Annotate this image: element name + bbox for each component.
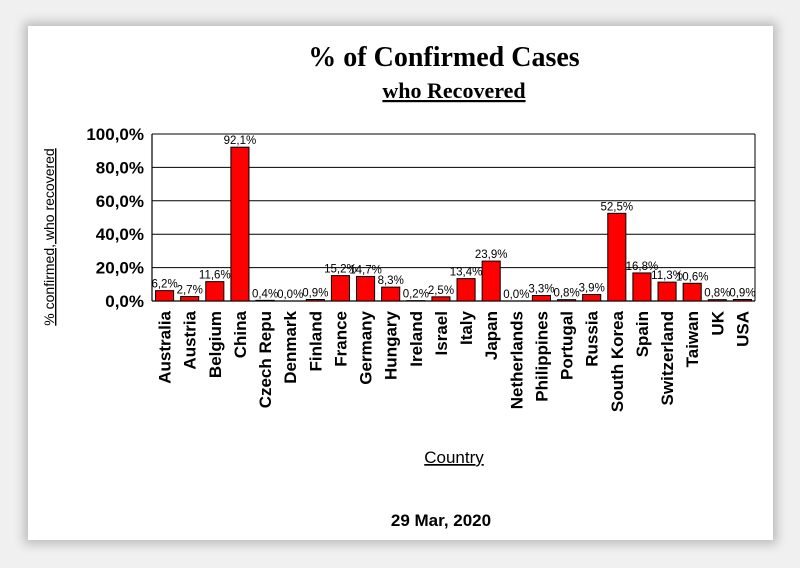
data-label: 0,2%: [403, 289, 429, 301]
x-tick-label: UK: [708, 310, 727, 335]
x-tick-label: Finland: [306, 311, 325, 371]
bar: [155, 290, 175, 302]
data-label: 92,1%: [224, 135, 257, 147]
data-label: 3,9%: [579, 282, 605, 294]
bar: [456, 278, 476, 302]
data-label: 0,8%: [704, 288, 730, 300]
data-label: 11,6%: [199, 270, 231, 282]
x-tick-label: Hungary: [382, 310, 401, 380]
y-tick-label: 100,0%: [86, 125, 144, 144]
data-label: 6,2%: [151, 279, 177, 291]
x-tick-label: Ireland: [407, 311, 426, 367]
bar: [305, 298, 325, 302]
data-label: 23,9%: [475, 249, 508, 261]
bar: [607, 212, 627, 302]
bar: [657, 281, 677, 302]
data-label: 0,9%: [302, 287, 328, 299]
data-label: 0,0%: [503, 289, 529, 301]
data-label: 11,3%: [651, 270, 683, 282]
bar: [431, 296, 451, 302]
bar: [682, 282, 702, 302]
chart-subtitle: who Recovered: [382, 78, 525, 103]
data-label: 3,3%: [528, 283, 554, 295]
x-axis-label: Country: [424, 448, 484, 467]
x-tick-label: Switzerland: [658, 311, 677, 405]
y-axis-label: % confirmed, who recovered: [41, 148, 57, 325]
bar: [330, 275, 350, 302]
data-label: 2,5%: [428, 285, 454, 297]
x-tick-label: Taiwan: [683, 311, 702, 367]
chart-date: 29 Mar, 2020: [391, 511, 491, 530]
data-label: 16,8%: [626, 261, 659, 273]
data-label: 52,5%: [601, 201, 634, 213]
x-tick-label: Italy: [457, 310, 476, 345]
x-tick-label: USA: [733, 311, 752, 347]
data-label: 0,9%: [729, 287, 755, 299]
data-label: 13,4%: [450, 267, 483, 279]
bar: [632, 272, 652, 302]
y-tick-label: 40,0%: [96, 225, 144, 244]
x-tick-label: China: [231, 310, 250, 358]
data-label: 0,0%: [277, 289, 303, 301]
bar: [255, 299, 275, 302]
data-label: 0,4%: [252, 288, 278, 300]
bar: [230, 146, 250, 302]
bar: [531, 294, 551, 302]
x-tick-label: Czech Repu: [256, 311, 275, 408]
bar: [732, 298, 752, 302]
bar: [707, 299, 727, 302]
bar: [481, 260, 501, 302]
data-label: 14,7%: [349, 264, 382, 276]
y-tick-label: 20,0%: [96, 259, 144, 278]
x-tick-label: Israel: [432, 311, 451, 355]
x-tick-label: Japan: [482, 311, 501, 360]
bar: [356, 275, 376, 302]
y-tick-label: 0,0%: [105, 292, 144, 311]
y-tick-label: 80,0%: [96, 158, 144, 177]
x-tick-label: Philippines: [532, 311, 551, 402]
bar-chart: % of Confirmed Cases who Recovered 0,0% 2…: [41, 42, 756, 530]
bar: [582, 293, 602, 302]
x-tick-label: Denmark: [281, 310, 300, 383]
plot-area: 0,0% 20,0% 40,0% 60,0% 80,0% 100,0% 6,2% Austra…: [86, 125, 755, 412]
bar: [381, 286, 401, 302]
x-tick-label: Portugal: [558, 311, 577, 380]
x-tick-label: Austria: [181, 310, 200, 369]
x-tick-label: Russia: [583, 310, 602, 366]
data-label: 10,6%: [676, 271, 709, 283]
bar: [205, 281, 225, 302]
x-tick-label: Germany: [357, 310, 376, 384]
x-tick-label: South Korea: [608, 310, 627, 412]
x-tick-label: Australia: [156, 310, 175, 383]
bar: [180, 295, 200, 302]
chart-card: % of Confirmed Cases who Recovered 0,0% 2…: [28, 26, 773, 540]
y-tick-label: 60,0%: [96, 192, 144, 211]
x-tick-label: Netherlands: [507, 311, 526, 409]
x-tick-label: Spain: [633, 311, 652, 357]
data-label: 15,2%: [324, 264, 357, 276]
data-label: 8,3%: [378, 275, 404, 287]
data-label: 2,7%: [177, 284, 203, 296]
x-tick-label: Belgium: [206, 311, 225, 378]
bar: [557, 299, 577, 302]
x-tick-label: France: [331, 311, 350, 367]
chart-title: % of Confirmed Cases: [308, 42, 580, 73]
data-label: 0,8%: [553, 288, 579, 300]
